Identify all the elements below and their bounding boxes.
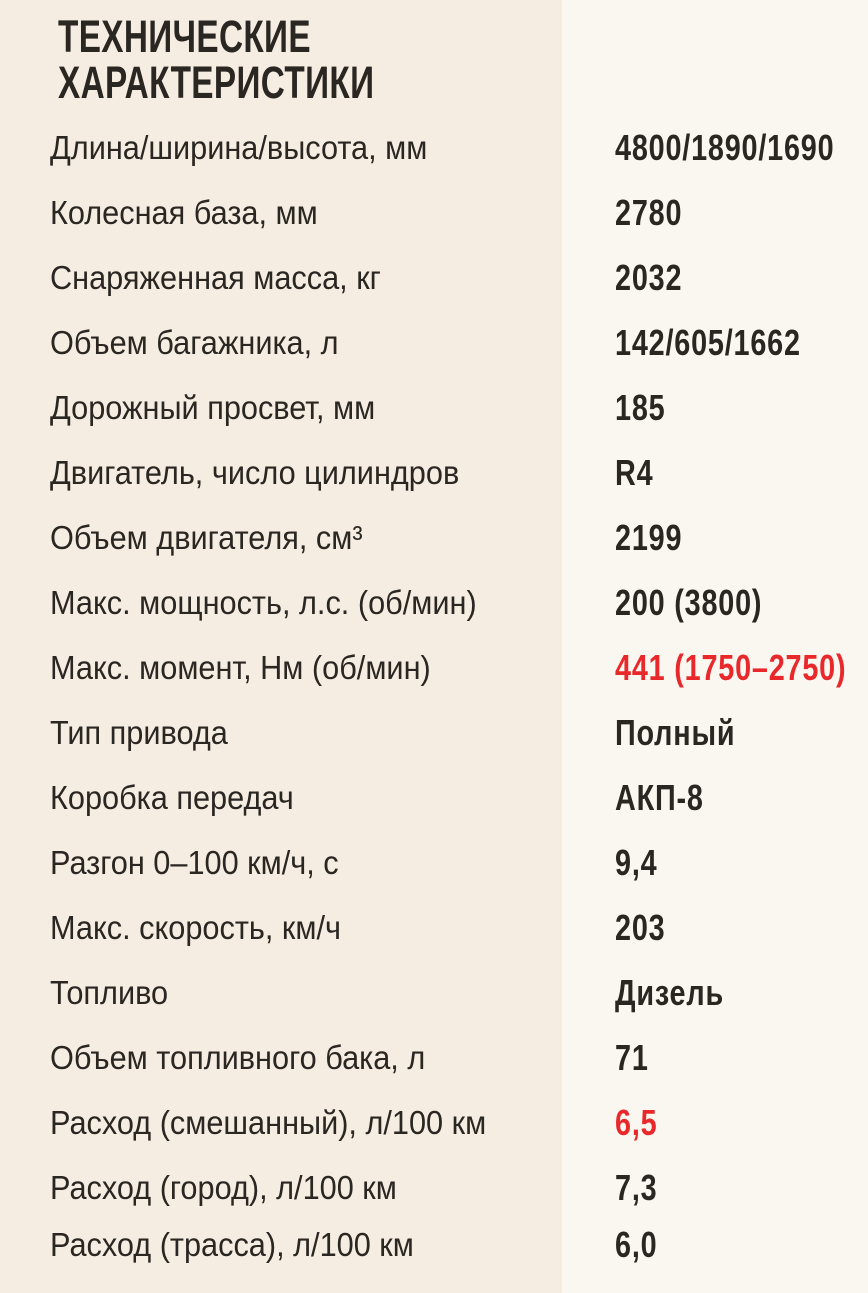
spec-label: Разгон 0–100 км/ч, с <box>50 844 339 881</box>
spec-label: Объем топливного бака, л <box>50 1039 426 1076</box>
spec-row: Разгон 0–100 км/ч, с 9,4 <box>0 838 868 888</box>
spec-row: Макс. момент, Нм (об/мин) 441 (1750–2750) <box>0 643 868 693</box>
spec-value: 7,3 <box>615 1167 658 1208</box>
spec-label: Дорожный просвет, мм <box>50 389 376 426</box>
spec-row: Расход (город), л/100 км 7,3 <box>0 1163 868 1213</box>
spec-row: Снаряженная масса, кг 2032 <box>0 253 868 303</box>
spec-value: R4 <box>615 452 654 493</box>
spec-value: 203 <box>615 907 666 948</box>
spec-row: Объем топливного бака, л 71 <box>0 1033 868 1083</box>
page-title: ТЕХНИЧЕСКИЕ ХАРАКТЕРИСТИКИ <box>58 14 374 106</box>
spec-value: 71 <box>615 1037 649 1078</box>
spec-label: Топливо <box>50 974 169 1011</box>
spec-row: Расход (смешанный), л/100 км 6,5 <box>0 1098 868 1148</box>
spec-value: 6,5 <box>615 1102 658 1143</box>
spec-label: Макс. момент, Нм (об/мин) <box>50 649 431 686</box>
title-line-2: ХАРАКТЕРИСТИКИ <box>58 57 375 108</box>
spec-label: Объем багажника, л <box>50 324 339 361</box>
spec-value: 200 (3800) <box>615 582 763 623</box>
spec-row: Топливо Дизель <box>0 968 868 1018</box>
spec-label: Длина/ширина/высота, мм <box>50 129 428 166</box>
spec-row: Дорожный просвет, мм 185 <box>0 383 868 433</box>
spec-label: Расход (трасса), л/100 км <box>50 1226 414 1263</box>
spec-row: Колесная база, мм 2780 <box>0 188 868 238</box>
spec-value: 6,0 <box>615 1224 658 1265</box>
spec-row: Объем багажника, л 142/605/1662 <box>0 318 868 368</box>
values-column-background <box>562 0 868 1293</box>
spec-value: 441 (1750–2750) <box>615 647 847 688</box>
spec-label: Снаряженная масса, кг <box>50 259 381 296</box>
spec-row: Макс. скорость, км/ч 203 <box>0 903 868 953</box>
spec-value: 2780 <box>615 192 683 233</box>
spec-row: Расход (трасса), л/100 км 6,0 <box>0 1220 868 1270</box>
spec-label: Макс. скорость, км/ч <box>50 909 341 946</box>
spec-value: Полный <box>615 712 736 753</box>
spec-value: Дизель <box>615 972 724 1013</box>
spec-row: Двигатель, число цилиндров R4 <box>0 448 868 498</box>
spec-value: АКП-8 <box>615 777 704 818</box>
spec-row: Макс. мощность, л.с. (об/мин) 200 (3800) <box>0 578 868 628</box>
spec-value: 2032 <box>615 257 683 298</box>
spec-value: 142/605/1662 <box>615 322 801 363</box>
spec-value: 185 <box>615 387 666 428</box>
spec-value: 2199 <box>615 517 683 558</box>
spec-value: 4800/1890/1690 <box>615 127 835 168</box>
spec-row: Объем двигателя, см³ 2199 <box>0 513 868 563</box>
spec-label: Макс. мощность, л.с. (об/мин) <box>50 584 477 621</box>
spec-label: Расход (смешанный), л/100 км <box>50 1104 487 1141</box>
spec-label: Колесная база, мм <box>50 194 318 231</box>
spec-label: Объем двигателя, см³ <box>50 519 363 556</box>
spec-label: Двигатель, число цилиндров <box>50 454 460 491</box>
spec-label: Коробка передач <box>50 779 294 816</box>
spec-label: Тип привода <box>50 714 228 751</box>
spec-row: Тип привода Полный <box>0 708 868 758</box>
spec-value: 9,4 <box>615 842 658 883</box>
spec-row: Коробка передач АКП-8 <box>0 773 868 823</box>
spec-label: Расход (город), л/100 км <box>50 1169 397 1206</box>
spec-row: Длина/ширина/высота, мм 4800/1890/1690 <box>0 123 868 173</box>
title-line-1: ТЕХНИЧЕСКИЕ <box>58 11 311 62</box>
